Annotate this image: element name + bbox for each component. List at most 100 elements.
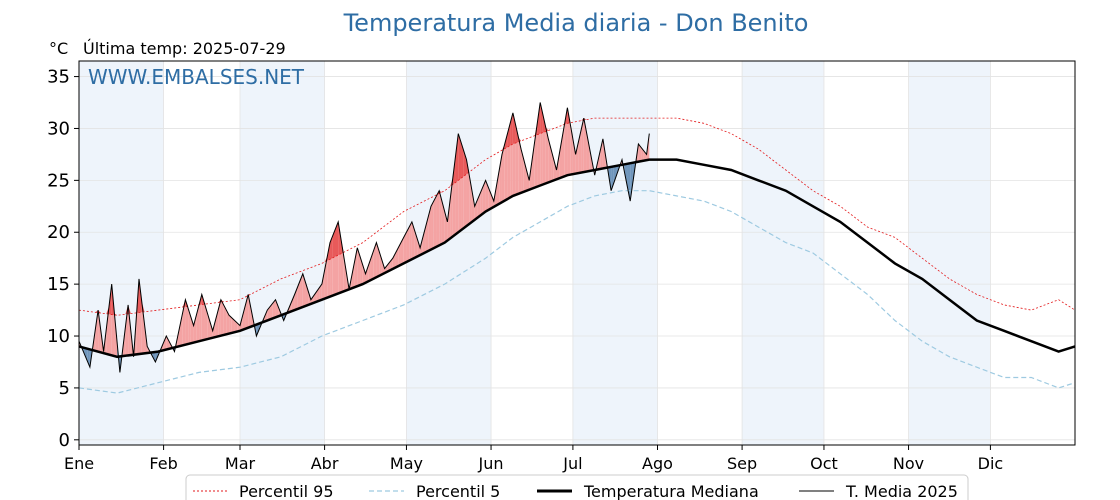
fill-day-56 <box>229 315 232 334</box>
fill-day-40 <box>185 299 189 345</box>
fill-day-180 <box>567 107 571 176</box>
x-tick-label-10: Nov <box>893 454 924 473</box>
x-tick-label-7: Ago <box>642 454 673 473</box>
fill-p95-day-141 <box>461 142 464 179</box>
y-tick-label-2: 10 <box>47 326 70 347</box>
x-tick-label-0: Ene <box>64 454 94 473</box>
x-axis-ticks: Ene Feb Mar Abr May Jun Jul Ago Sep Oct Nov Dic <box>64 445 1003 473</box>
y-tick-label-1: 5 <box>59 378 70 399</box>
fill-p95-day-95 <box>335 221 339 257</box>
series-2025-line <box>78 102 650 373</box>
fill-day-87 <box>313 291 317 303</box>
fill-day-135 <box>444 211 448 243</box>
y-tick-label-5: 25 <box>47 170 70 191</box>
fill-day-175 <box>553 159 557 181</box>
fill-day-41 <box>188 308 191 344</box>
fill-p95-day-62 <box>245 294 249 297</box>
fill-day-197 <box>613 165 617 183</box>
fill-day-165 <box>526 169 530 191</box>
fill-day-66 <box>256 323 260 337</box>
fill-day-58 <box>234 320 238 333</box>
fill-day-129 <box>428 206 432 251</box>
fill-day-114 <box>387 261 391 272</box>
fill-day-45 <box>199 294 202 342</box>
fill-day-105 <box>362 265 366 285</box>
y-tick-label-4: 20 <box>47 222 70 243</box>
fill-day-154 <box>496 169 500 206</box>
unit-label: °C <box>49 39 68 58</box>
fill-p95-day-139 <box>455 133 459 183</box>
fill-day-28 <box>152 351 156 362</box>
fill-day-72 <box>272 299 276 319</box>
fill-p95-day-170 <box>540 102 543 134</box>
fill-day-183 <box>575 142 579 174</box>
month-band-8 <box>742 61 824 445</box>
fill-day-98 <box>343 255 347 292</box>
fill-day-130 <box>431 201 434 250</box>
fill-day-7 <box>95 310 99 352</box>
fill-day-57 <box>231 317 235 333</box>
fill-day-90 <box>321 270 325 300</box>
fill-p95-day-142 <box>463 150 467 177</box>
chart-title: Temperatura Media diaria - Don Benito <box>343 9 809 37</box>
fill-day-81 <box>297 280 301 310</box>
fill-day-203 <box>630 162 633 202</box>
fill-day-54 <box>223 304 227 335</box>
fill-day-73 <box>275 299 279 318</box>
x-tick-label-8: Sep <box>727 454 757 473</box>
fill-p95-day-96 <box>338 221 341 256</box>
month-band-2 <box>239 61 325 445</box>
fill-day-150 <box>485 180 489 212</box>
fill-day-11 <box>106 306 110 355</box>
fill-day-33 <box>166 336 170 350</box>
x-tick-label-11: Dic <box>978 454 1004 473</box>
fill-day-148 <box>480 186 483 216</box>
fill-day-202 <box>627 163 631 202</box>
fill-day-4 <box>87 348 90 368</box>
legend-label-p5: Percentil 5 <box>416 482 500 500</box>
fill-day-79 <box>291 294 295 312</box>
legend-label-median: Temperatura Mediana <box>583 482 759 500</box>
fill-day-163 <box>521 149 524 193</box>
fill-day-156 <box>501 144 505 203</box>
fill-day-82 <box>300 273 303 309</box>
fill-day-208 <box>643 150 647 161</box>
fill-day-173 <box>548 138 552 183</box>
x-tick-label-4: May <box>390 454 423 473</box>
fill-day-172 <box>545 126 549 184</box>
fill-day-106 <box>365 265 369 283</box>
x-tick-label-1: Feb <box>149 454 177 473</box>
fill-day-71 <box>270 303 273 320</box>
fill-day-102 <box>354 247 358 288</box>
fill-day-108 <box>370 250 374 280</box>
legend: Percentil 95 Percentil 5 Temperatura Med… <box>185 474 969 500</box>
fill-day-123 <box>411 221 415 260</box>
fill-day-200 <box>622 159 625 174</box>
fill-day-207 <box>641 147 644 162</box>
fill-p95-day-178 <box>561 123 565 126</box>
fill-day-53 <box>220 299 224 336</box>
fill-day-131 <box>433 195 437 249</box>
fill-day-136 <box>447 199 451 241</box>
fill-day-134 <box>441 201 445 245</box>
fill-day-192 <box>600 138 603 169</box>
fill-p95-day-140 <box>458 133 462 181</box>
x-tick-label-9: Oct <box>810 454 838 473</box>
month-bands <box>79 61 991 445</box>
fill-day-19 <box>128 304 131 356</box>
fill-day-83 <box>302 273 306 307</box>
fill-day-38 <box>179 312 183 347</box>
fill-day-145 <box>471 190 475 222</box>
fill-day-177 <box>559 138 562 179</box>
fill-day-24 <box>141 301 145 354</box>
fill-day-103 <box>357 247 361 287</box>
legend-box <box>185 474 969 500</box>
fill-day-8 <box>98 310 101 353</box>
fill-day-49 <box>209 321 213 339</box>
fill-day-51 <box>215 310 219 338</box>
y-tick-label-6: 30 <box>47 118 70 139</box>
fill-day-120 <box>403 232 407 264</box>
fill-day-152 <box>491 194 494 209</box>
fill-day-107 <box>368 258 371 282</box>
